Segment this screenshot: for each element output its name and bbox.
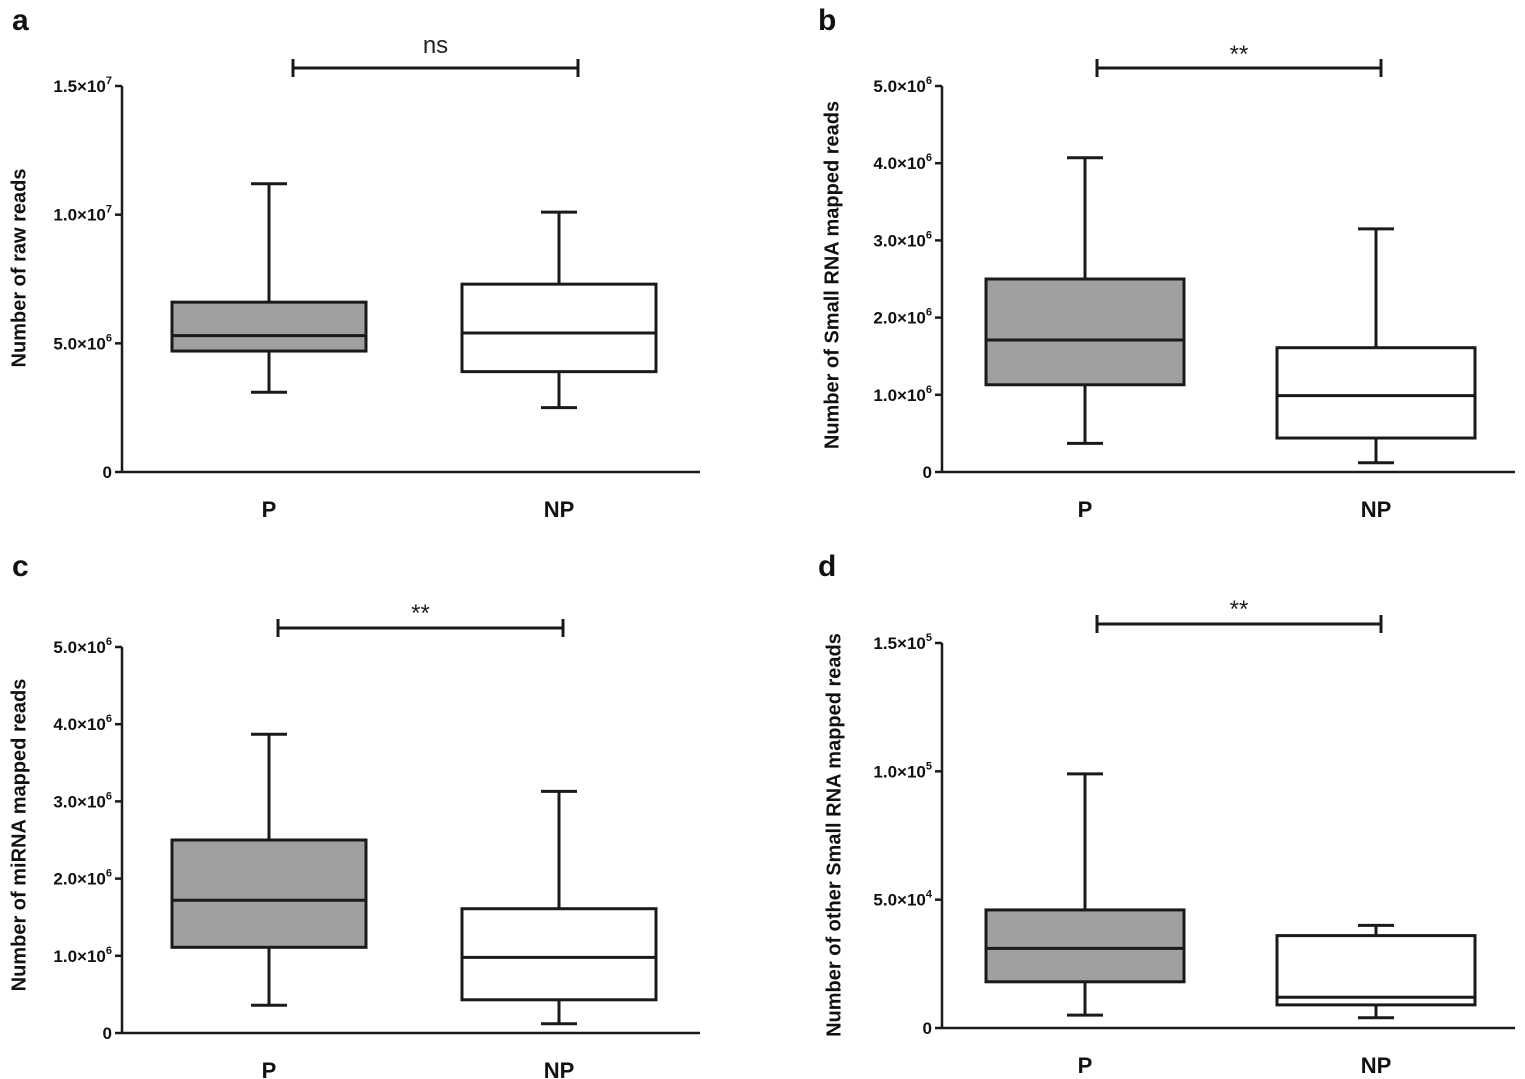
iqr-box — [170, 838, 368, 949]
y-tick-label: 1.5×105 — [873, 632, 932, 653]
y-tick-label: 1.0×107 — [53, 204, 112, 225]
box-P — [984, 772, 1186, 1017]
panel-b: b 0 1.0×106 2.0×106 3.0×106 4.0×106 5.0×106 Num… — [818, 4, 1515, 522]
category-label-NP: NP — [544, 497, 575, 522]
panel-d: d 0 5.0×104 1.0×105 1.5×105 Number of other S… — [818, 550, 1515, 1078]
y-tick-label: 5.0×106 — [873, 75, 932, 96]
box-NP — [1275, 227, 1477, 465]
y-tick-label: 5.0×106 — [53, 636, 112, 657]
category-label-P: P — [1078, 1053, 1093, 1078]
iqr-box — [984, 908, 1186, 984]
y-axis-title: Number of other Small RNA mapped reads — [823, 633, 845, 1037]
y-tick-label: 1.5×107 — [53, 75, 112, 96]
y-tick-label: 0 — [923, 1019, 932, 1038]
panel-c: c 0 1.0×106 2.0×106 3.0×106 4.0×106 5.0×106 Num… — [8, 550, 700, 1079]
box-NP — [460, 789, 658, 1026]
panel-letter: c — [12, 550, 29, 583]
y-tick-label: 5.0×104 — [873, 889, 932, 910]
y-tick-label: 0 — [103, 1024, 112, 1043]
significance-bracket: ** — [276, 600, 565, 637]
y-tick-label: 1.0×106 — [53, 945, 112, 966]
category-label-P: P — [262, 1058, 277, 1079]
category-label-P: P — [1078, 497, 1093, 522]
panel-letter: b — [818, 4, 836, 37]
y-tick-label: 3.0×106 — [873, 229, 932, 250]
category-label-NP: NP — [1361, 1053, 1392, 1078]
y-tick-label: 0 — [923, 463, 932, 482]
significance-label: ** — [1230, 41, 1249, 68]
category-label-NP: NP — [544, 1058, 575, 1079]
significance-bracket: ** — [1095, 41, 1383, 77]
box-NP — [460, 210, 658, 410]
significance-bracket: ns — [291, 32, 580, 77]
panel-letter: a — [12, 4, 29, 37]
iqr-box — [460, 907, 658, 1002]
y-tick-label: 1.0×105 — [873, 760, 932, 781]
panel-letter: d — [818, 550, 836, 583]
y-tick-label: 2.0×106 — [873, 307, 932, 328]
iqr-box — [460, 282, 658, 374]
y-axis-title: Number of Small RNA mapped reads — [821, 101, 843, 449]
iqr-box — [1275, 934, 1477, 1007]
y-tick-label: 1.0×106 — [873, 384, 932, 405]
box-P — [170, 182, 368, 394]
y-axis-title: Number of raw reads — [8, 169, 30, 368]
y-tick-label: 4.0×106 — [873, 152, 932, 173]
category-label-P: P — [262, 497, 277, 522]
box-NP — [1275, 923, 1477, 1020]
y-tick-label: 2.0×106 — [53, 868, 112, 889]
significance-bracket: ** — [1095, 596, 1383, 633]
y-tick-label: 0 — [103, 463, 112, 482]
significance-label: ** — [1230, 596, 1249, 623]
iqr-box — [984, 277, 1186, 387]
y-tick-label: 5.0×106 — [53, 332, 112, 353]
category-label-NP: NP — [1361, 497, 1392, 522]
significance-label: ns — [423, 32, 448, 59]
y-tick-label: 3.0×106 — [53, 790, 112, 811]
y-axis-title: Number of miRNA mapped reads — [8, 679, 30, 992]
panel-a: a 0 5.0×106 1.0×107 1.5×107 Number of raw rea… — [8, 4, 700, 522]
significance-label: ** — [411, 600, 430, 627]
box-P — [170, 732, 368, 1007]
iqr-box — [1275, 346, 1477, 440]
iqr-box — [170, 300, 368, 353]
box-P — [984, 156, 1186, 445]
y-tick-label: 4.0×106 — [53, 713, 112, 734]
